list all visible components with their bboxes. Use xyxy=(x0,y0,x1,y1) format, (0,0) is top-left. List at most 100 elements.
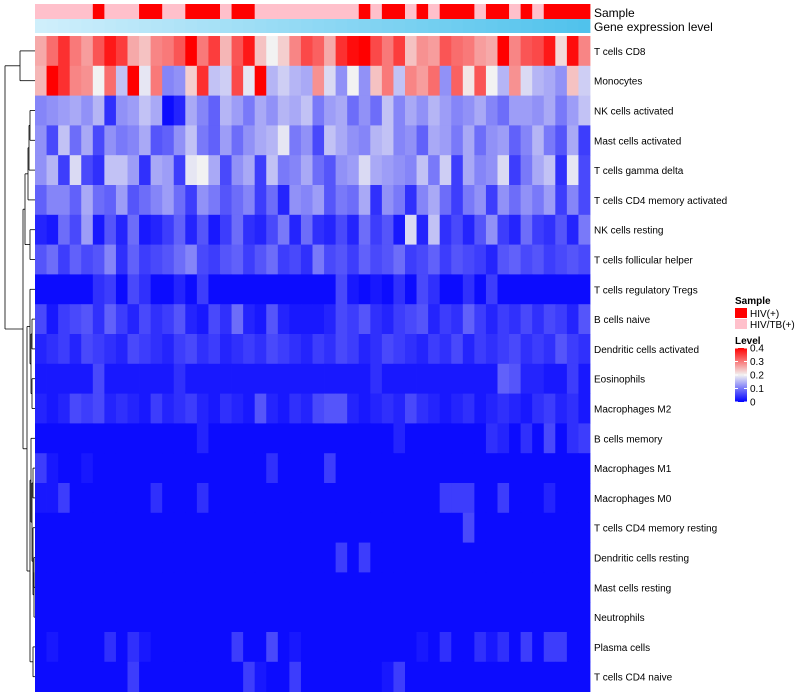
heatmap-cell xyxy=(578,512,591,543)
heatmap-cell xyxy=(277,244,290,275)
heatmap-cell xyxy=(115,661,128,692)
heatmap-cell xyxy=(289,304,302,335)
heatmap-cell xyxy=(185,393,198,424)
heatmap-cell xyxy=(300,95,313,126)
heatmap-cell xyxy=(231,453,244,484)
heatmap-cell xyxy=(428,95,441,126)
heatmap-cell xyxy=(220,453,232,484)
heatmap-cell xyxy=(405,155,417,186)
heatmap-cell xyxy=(139,274,152,305)
heatmap-cell xyxy=(566,274,579,305)
row-label: Mast cells resting xyxy=(594,583,671,594)
heatmap-cell xyxy=(231,512,244,543)
heatmap-cell xyxy=(46,363,59,394)
heatmap-cell xyxy=(46,453,59,484)
heatmap-cell xyxy=(370,155,383,186)
heatmap-cell xyxy=(381,65,394,96)
heatmap-cell xyxy=(428,572,441,603)
heatmap-cell xyxy=(555,244,568,275)
heatmap-cell xyxy=(185,512,198,543)
heatmap-cell xyxy=(347,334,360,365)
heatmap-cell xyxy=(46,661,59,692)
heatmap-cell xyxy=(208,393,221,424)
heatmap-cell xyxy=(393,453,406,484)
heatmap-cell xyxy=(393,185,406,216)
heatmap-cell xyxy=(335,36,348,67)
heatmap-cell xyxy=(439,95,452,126)
heatmap-cell xyxy=(462,65,475,96)
heatmap-cell xyxy=(474,274,487,305)
heatmap-cell xyxy=(358,244,371,275)
heatmap-cell xyxy=(381,542,394,573)
heatmap-cell xyxy=(532,512,545,543)
heatmap-cell xyxy=(555,185,568,216)
heatmap-cell xyxy=(416,125,429,156)
heatmap-cell xyxy=(485,274,498,305)
row-label: Dendritic cells resting xyxy=(594,554,689,565)
heatmap-cell xyxy=(405,661,417,692)
heatmap-cell xyxy=(532,65,545,96)
heatmap-cell xyxy=(254,512,267,543)
sample-cell xyxy=(578,4,591,19)
heatmap-cell xyxy=(162,542,175,573)
heatmap-cell xyxy=(312,244,325,275)
heatmap-cell xyxy=(92,512,105,543)
heatmap-cell xyxy=(532,363,545,394)
heatmap-cell xyxy=(474,363,487,394)
heatmap-cell xyxy=(566,155,579,186)
heatmap-cell xyxy=(243,125,256,156)
heatmap-cell xyxy=(324,542,337,573)
heatmap-cell xyxy=(92,572,105,603)
heatmap-cell xyxy=(173,661,186,692)
heatmap-cell xyxy=(520,542,533,573)
heatmap-cell xyxy=(196,483,209,514)
heatmap-cell xyxy=(393,483,406,514)
heatmap-cell xyxy=(543,512,556,543)
heatmap-cell xyxy=(162,661,175,692)
heatmap-cell xyxy=(208,483,221,514)
heatmap-cell xyxy=(243,214,256,245)
heatmap-cell xyxy=(35,512,47,543)
heatmap-cell xyxy=(324,274,337,305)
heatmap-cell xyxy=(46,483,59,514)
heatmap-cell xyxy=(162,214,175,245)
heatmap-cell xyxy=(35,214,47,245)
heatmap-cell xyxy=(370,244,383,275)
heatmap-cell xyxy=(532,632,545,663)
heatmap-cell xyxy=(139,512,152,543)
heatmap-cell xyxy=(405,632,417,663)
heatmap-cell xyxy=(92,542,105,573)
heatmap-cell xyxy=(150,185,163,216)
heatmap-cell xyxy=(312,512,325,543)
heatmap-cell xyxy=(566,572,579,603)
heatmap-cell xyxy=(532,572,545,603)
heatmap-cell xyxy=(416,423,429,454)
heatmap-cell xyxy=(173,185,186,216)
heatmap-cell xyxy=(243,602,256,633)
heatmap-cell xyxy=(347,244,360,275)
heatmap-cell xyxy=(451,542,464,573)
heatmap-cell xyxy=(358,453,371,484)
expression-cell xyxy=(520,19,533,33)
heatmap-cell xyxy=(393,542,406,573)
heatmap-cell xyxy=(243,542,256,573)
heatmap-cell xyxy=(220,214,232,245)
heatmap-cell xyxy=(35,36,47,67)
heatmap-cell xyxy=(566,632,579,663)
row-label: T cells CD8 xyxy=(594,47,646,58)
heatmap-cell xyxy=(220,125,232,156)
heatmap-cell xyxy=(173,36,186,67)
heatmap-cell xyxy=(405,65,417,96)
heatmap-cell xyxy=(393,214,406,245)
heatmap-cell xyxy=(393,602,406,633)
heatmap-cell xyxy=(35,125,47,156)
heatmap-cell xyxy=(150,393,163,424)
heatmap-cell xyxy=(485,453,498,484)
heatmap-cell xyxy=(231,36,244,67)
heatmap-cell xyxy=(497,661,510,692)
expression-cell xyxy=(381,19,394,33)
sample-cell xyxy=(381,4,394,19)
heatmap-cell xyxy=(405,393,417,424)
heatmap-cell xyxy=(196,334,209,365)
heatmap-cell xyxy=(509,661,522,692)
